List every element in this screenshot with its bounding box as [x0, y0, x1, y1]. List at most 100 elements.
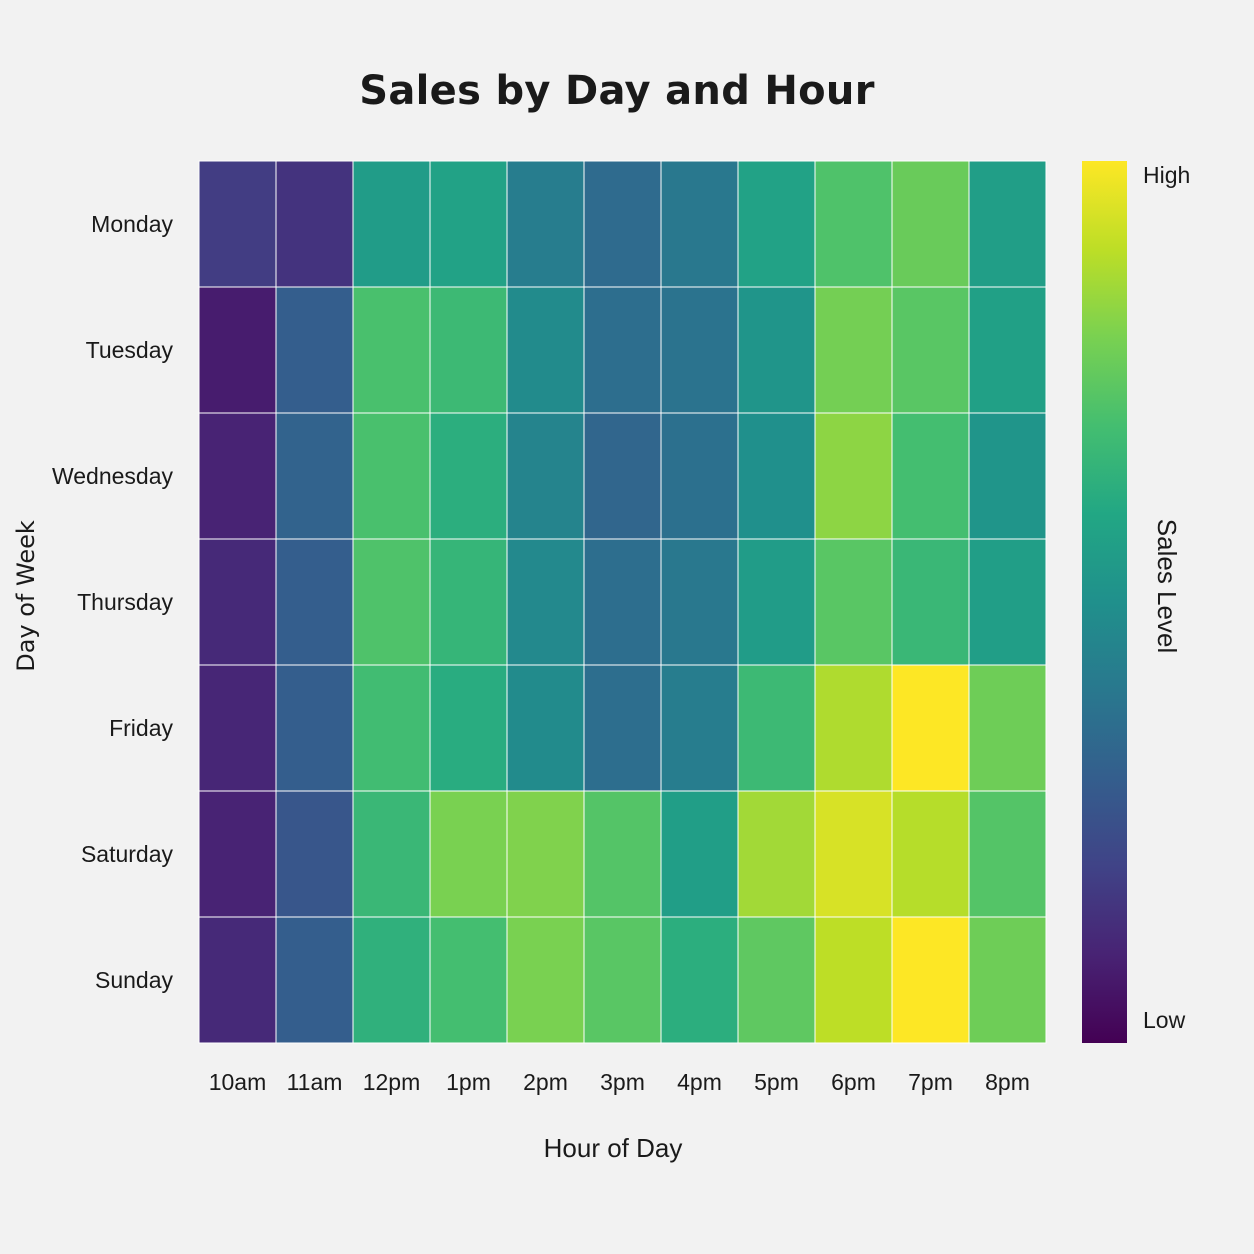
x-tick-label: 10am	[209, 1069, 267, 1095]
x-axis-title: Hour of Day	[544, 1133, 683, 1163]
colorbar-high-label: High	[1143, 162, 1190, 188]
heatmap-cell-wednesday-4pm	[660, 412, 739, 540]
heatmap-cell-wednesday-5pm	[737, 412, 816, 540]
heatmap-cell-sunday-2pm	[506, 916, 585, 1044]
heatmap-cell-thursday-4pm	[660, 538, 739, 666]
colorbar-low-label: Low	[1143, 1007, 1186, 1033]
heatmap-cell-saturday-5pm	[737, 790, 816, 918]
heatmap-cell-tuesday-1pm	[429, 286, 508, 414]
heatmap-cell-monday-3pm	[583, 160, 662, 288]
heatmap-cell-thursday-11am	[275, 538, 354, 666]
y-axis-title: Day of Week	[12, 520, 40, 672]
heatmap-cell-saturday-6pm	[814, 790, 893, 918]
heatmap-cell-thursday-2pm	[506, 538, 585, 666]
heatmap-cell-tuesday-12pm	[352, 286, 431, 414]
heatmap-cell-friday-1pm	[429, 664, 508, 792]
y-tick-label: Tuesday	[86, 337, 174, 363]
heatmap-cell-monday-11am	[275, 160, 354, 288]
heatmap-cell-thursday-1pm	[429, 538, 508, 666]
heatmap-cell-sunday-7pm	[891, 916, 970, 1044]
heatmap-cell-monday-5pm	[737, 160, 816, 288]
heatmap-cell-thursday-5pm	[737, 538, 816, 666]
colorbar-title: Sales Level	[1152, 519, 1182, 653]
x-tick-label: 2pm	[523, 1069, 568, 1095]
heatmap-cell-sunday-6pm	[814, 916, 893, 1044]
heatmap-cell-monday-4pm	[660, 160, 739, 288]
heatmap-cell-monday-6pm	[814, 160, 893, 288]
heatmap-cell-sunday-1pm	[429, 916, 508, 1044]
heatmap-cell-wednesday-1pm	[429, 412, 508, 540]
x-tick-label: 5pm	[754, 1069, 799, 1095]
heatmap-cell-friday-8pm	[968, 664, 1047, 792]
chart-title: Sales by Day and Hour	[359, 68, 875, 114]
heatmap-cell-tuesday-3pm	[583, 286, 662, 414]
x-tick-label: 8pm	[985, 1069, 1030, 1095]
heatmap-cell-friday-12pm	[352, 664, 431, 792]
heatmap-cell-wednesday-2pm	[506, 412, 585, 540]
heatmap-cell-tuesday-5pm	[737, 286, 816, 414]
heatmap-cell-friday-4pm	[660, 664, 739, 792]
x-tick-label: 1pm	[446, 1069, 491, 1095]
heatmap-cell-wednesday-3pm	[583, 412, 662, 540]
heatmap-cell-sunday-5pm	[737, 916, 816, 1044]
heatmap-cell-thursday-10am	[198, 538, 277, 666]
heatmap-cell-friday-11am	[275, 664, 354, 792]
y-tick-label: Thursday	[77, 589, 173, 615]
heatmap-cell-friday-7pm	[891, 664, 970, 792]
x-tick-label: 6pm	[831, 1069, 876, 1095]
heatmap-cell-sunday-12pm	[352, 916, 431, 1044]
heatmap-cell-friday-6pm	[814, 664, 893, 792]
heatmap-cell-saturday-11am	[275, 790, 354, 918]
heatmap-cell-monday-2pm	[506, 160, 585, 288]
heatmap-cell-wednesday-10am	[198, 412, 277, 540]
y-tick-label: Monday	[91, 211, 173, 237]
heatmap-cell-saturday-2pm	[506, 790, 585, 918]
heatmap-cell-tuesday-7pm	[891, 286, 970, 414]
heatmap-cell-thursday-8pm	[968, 538, 1047, 666]
heatmap-cell-tuesday-11am	[275, 286, 354, 414]
y-tick-label: Wednesday	[52, 463, 174, 489]
heatmap-cell-wednesday-12pm	[352, 412, 431, 540]
heatmap-cell-tuesday-10am	[198, 286, 277, 414]
heatmap-cell-sunday-3pm	[583, 916, 662, 1044]
y-tick-label: Friday	[109, 715, 173, 741]
heatmap-cell-sunday-10am	[198, 916, 277, 1044]
heatmap-cell-thursday-7pm	[891, 538, 970, 666]
heatmap-cell-sunday-11am	[275, 916, 354, 1044]
heatmap-cell-thursday-6pm	[814, 538, 893, 666]
heatmap-cell-tuesday-2pm	[506, 286, 585, 414]
heatmap-cell-monday-10am	[198, 160, 277, 288]
y-tick-label: Saturday	[81, 841, 174, 867]
heatmap-cell-tuesday-4pm	[660, 286, 739, 414]
heatmap-cell-monday-7pm	[891, 160, 970, 288]
x-tick-label: 4pm	[677, 1069, 722, 1095]
heatmap-cell-sunday-4pm	[660, 916, 739, 1044]
heatmap-cell-monday-1pm	[429, 160, 508, 288]
heatmap-cell-friday-5pm	[737, 664, 816, 792]
heatmap-cell-thursday-12pm	[352, 538, 431, 666]
heatmap-cells	[198, 160, 1047, 1044]
heatmap-cell-thursday-3pm	[583, 538, 662, 666]
heatmap-cell-wednesday-8pm	[968, 412, 1047, 540]
heatmap-cell-monday-8pm	[968, 160, 1047, 288]
heatmap-cell-wednesday-6pm	[814, 412, 893, 540]
x-tick-labels: 10am 11am 12pm 1pm 2pm 3pm 4pm 5pm 6pm 7pm 8pm	[209, 1069, 1030, 1095]
y-tick-label: Sunday	[95, 967, 174, 993]
heatmap-cell-tuesday-6pm	[814, 286, 893, 414]
x-tick-label: 12pm	[363, 1069, 421, 1095]
heatmap-cell-monday-12pm	[352, 160, 431, 288]
colorbar	[1082, 161, 1127, 1043]
heatmap-cell-saturday-10am	[198, 790, 277, 918]
heatmap-cell-wednesday-11am	[275, 412, 354, 540]
heatmap-cell-wednesday-7pm	[891, 412, 970, 540]
heatmap-cell-sunday-8pm	[968, 916, 1047, 1044]
x-tick-label: 11am	[287, 1069, 343, 1095]
heatmap-cell-saturday-3pm	[583, 790, 662, 918]
y-tick-labels: Monday Tuesday Wednesday Thursday Friday Satu…	[52, 211, 174, 993]
x-tick-label: 7pm	[908, 1069, 953, 1095]
heatmap-cell-tuesday-8pm	[968, 286, 1047, 414]
x-tick-label: 3pm	[600, 1069, 645, 1095]
heatmap-cell-saturday-1pm	[429, 790, 508, 918]
